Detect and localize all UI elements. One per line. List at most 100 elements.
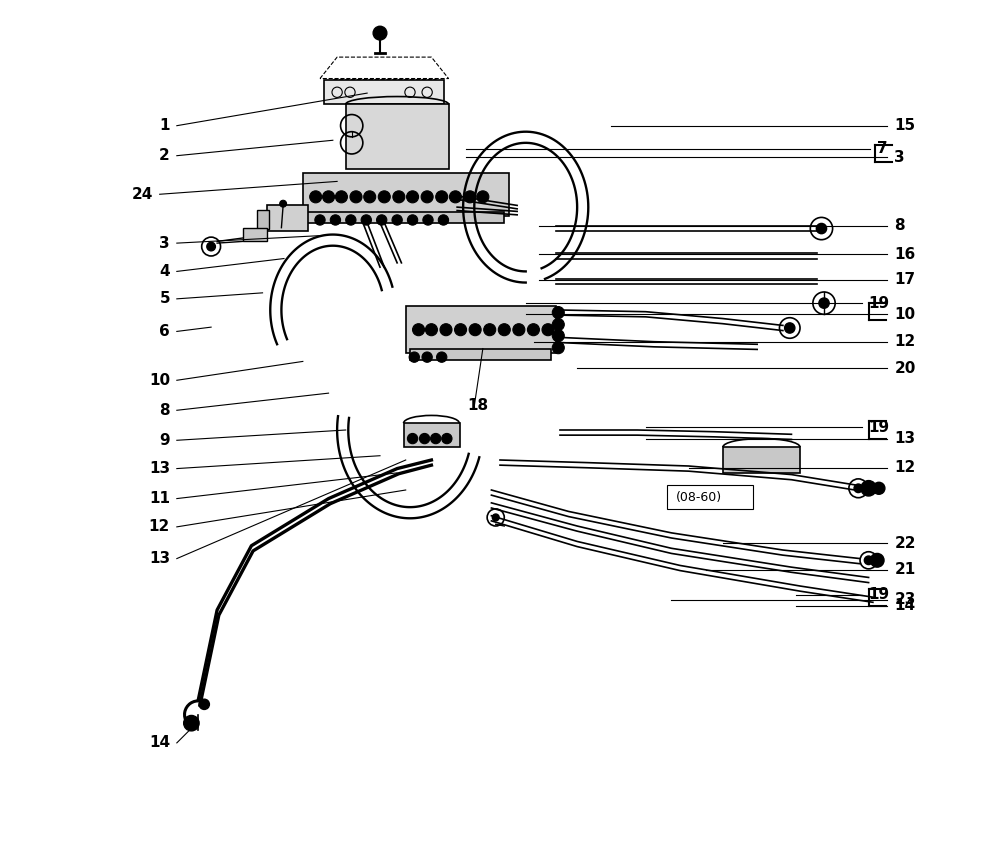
- Circle shape: [552, 318, 564, 330]
- Circle shape: [280, 200, 287, 207]
- Circle shape: [469, 323, 481, 335]
- Text: 5: 5: [159, 292, 170, 306]
- Circle shape: [498, 323, 510, 335]
- Bar: [410, 348, 551, 359]
- Circle shape: [785, 322, 795, 333]
- Text: 7: 7: [877, 141, 888, 157]
- Bar: [346, 104, 449, 169]
- Bar: [243, 228, 267, 242]
- Circle shape: [407, 433, 418, 444]
- Circle shape: [449, 191, 461, 203]
- Text: 11: 11: [149, 491, 170, 506]
- Circle shape: [392, 215, 402, 225]
- Bar: [324, 80, 444, 104]
- Circle shape: [421, 191, 433, 203]
- Text: 10: 10: [894, 307, 915, 322]
- Text: 13: 13: [894, 431, 915, 446]
- Text: 19: 19: [869, 296, 890, 310]
- Circle shape: [819, 298, 829, 308]
- Circle shape: [484, 323, 496, 335]
- Circle shape: [527, 323, 539, 335]
- Circle shape: [409, 352, 419, 362]
- Text: 8: 8: [894, 218, 905, 233]
- Text: 4: 4: [159, 264, 170, 279]
- Text: 14: 14: [894, 599, 915, 613]
- Text: 3: 3: [894, 150, 905, 165]
- Circle shape: [335, 191, 347, 203]
- Bar: [267, 206, 308, 231]
- Circle shape: [346, 215, 356, 225]
- Circle shape: [199, 699, 209, 710]
- Circle shape: [419, 433, 430, 444]
- Circle shape: [431, 433, 441, 444]
- Text: 1: 1: [159, 118, 170, 133]
- Circle shape: [873, 482, 885, 494]
- Circle shape: [552, 329, 564, 341]
- Text: 24: 24: [131, 187, 153, 202]
- Circle shape: [373, 27, 387, 40]
- Text: 3: 3: [159, 236, 170, 250]
- Circle shape: [364, 191, 376, 203]
- Text: 12: 12: [149, 519, 170, 534]
- Circle shape: [425, 323, 437, 335]
- Bar: [667, 485, 753, 509]
- Text: 19: 19: [869, 420, 890, 435]
- Circle shape: [477, 191, 489, 203]
- Bar: [257, 210, 269, 229]
- Circle shape: [437, 352, 447, 362]
- Circle shape: [378, 191, 390, 203]
- Circle shape: [542, 323, 554, 335]
- Text: 18: 18: [467, 398, 489, 414]
- Circle shape: [377, 215, 387, 225]
- Text: 16: 16: [894, 247, 916, 261]
- Circle shape: [413, 323, 425, 335]
- Circle shape: [513, 323, 525, 335]
- Circle shape: [315, 215, 325, 225]
- Circle shape: [861, 481, 876, 496]
- Circle shape: [438, 215, 449, 225]
- Circle shape: [870, 554, 884, 567]
- Circle shape: [552, 306, 564, 318]
- Circle shape: [207, 243, 215, 251]
- Circle shape: [323, 191, 335, 203]
- Text: 2: 2: [159, 148, 170, 163]
- Text: 14: 14: [149, 735, 170, 751]
- Circle shape: [455, 323, 467, 335]
- Circle shape: [816, 224, 827, 234]
- Circle shape: [393, 191, 405, 203]
- Bar: [723, 447, 800, 473]
- Circle shape: [422, 352, 432, 362]
- Text: 13: 13: [149, 461, 170, 476]
- Circle shape: [350, 191, 362, 203]
- Text: 13: 13: [149, 551, 170, 566]
- Text: 12: 12: [894, 460, 916, 476]
- Circle shape: [407, 191, 419, 203]
- Circle shape: [442, 433, 452, 444]
- Circle shape: [310, 191, 322, 203]
- Circle shape: [361, 215, 371, 225]
- Circle shape: [854, 484, 863, 493]
- Text: 12: 12: [894, 335, 916, 349]
- Circle shape: [330, 215, 341, 225]
- Circle shape: [436, 191, 448, 203]
- Text: 23: 23: [894, 593, 916, 607]
- Text: 19: 19: [869, 587, 890, 602]
- Text: 21: 21: [894, 562, 916, 577]
- Circle shape: [552, 341, 564, 353]
- Text: 9: 9: [159, 433, 170, 448]
- Circle shape: [184, 716, 199, 731]
- Text: 20: 20: [894, 361, 916, 376]
- Bar: [307, 212, 504, 223]
- Bar: [303, 173, 509, 216]
- Bar: [406, 305, 556, 353]
- Text: 22: 22: [894, 536, 916, 550]
- Text: 6: 6: [159, 324, 170, 339]
- Text: 8: 8: [159, 402, 170, 418]
- Circle shape: [440, 323, 452, 335]
- Text: 10: 10: [149, 372, 170, 388]
- Text: 15: 15: [894, 118, 915, 133]
- Text: (08-60): (08-60): [676, 491, 722, 504]
- Bar: [404, 423, 460, 447]
- Text: 17: 17: [894, 273, 915, 287]
- Circle shape: [464, 191, 476, 203]
